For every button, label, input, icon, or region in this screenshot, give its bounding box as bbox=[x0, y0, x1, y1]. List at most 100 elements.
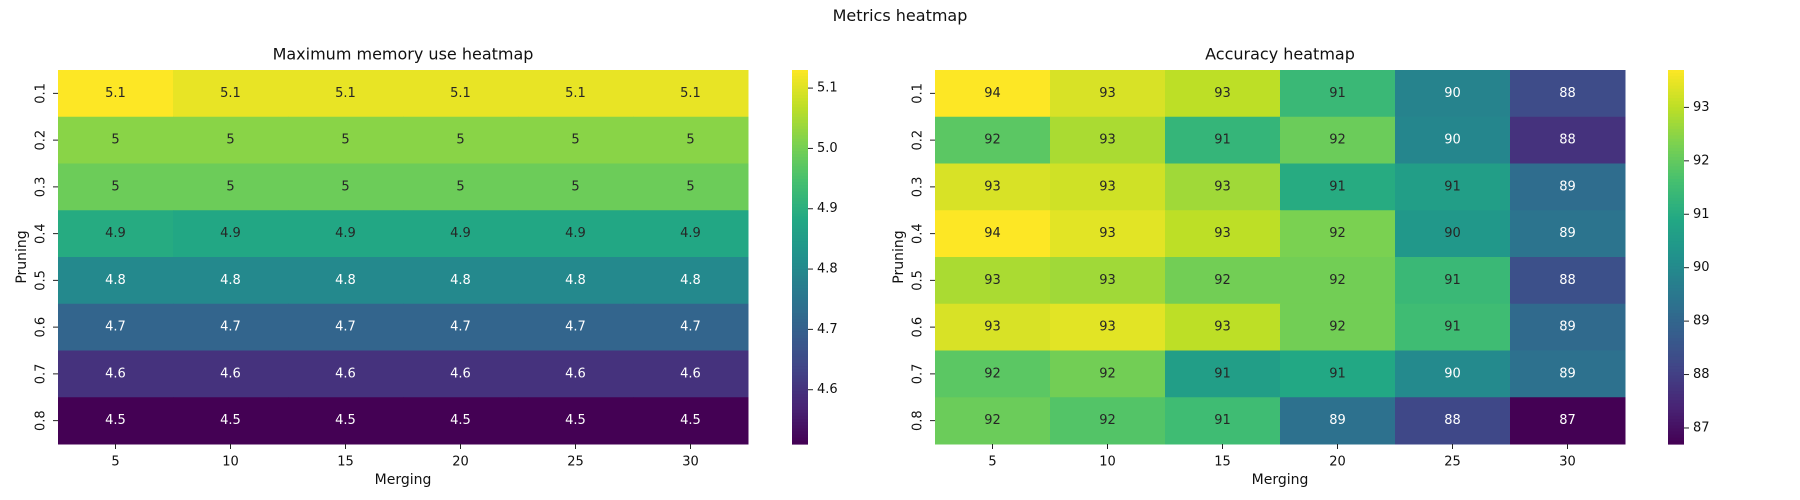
colorbar-segment bbox=[1668, 281, 1684, 286]
colorbar-segment bbox=[792, 104, 808, 108]
colorbar-segment bbox=[792, 400, 808, 405]
colorbar-segment bbox=[1668, 291, 1684, 295]
cell-label: 5.1 bbox=[220, 86, 241, 101]
heatmap-cell bbox=[1050, 303, 1166, 351]
colorbar-segment bbox=[792, 397, 808, 401]
colorbar-segment bbox=[1668, 285, 1684, 289]
colorbar-segment bbox=[1668, 359, 1684, 364]
x-tick-label: 5 bbox=[111, 455, 119, 470]
colorbar-segment bbox=[792, 200, 808, 205]
heatmap-cell bbox=[518, 163, 634, 211]
heatmap-cell bbox=[173, 257, 289, 305]
colorbar-segment bbox=[1668, 406, 1684, 411]
colorbar-tick-label: 4.7 bbox=[817, 322, 838, 337]
cell-label: 4.6 bbox=[335, 366, 356, 381]
colorbar-segment bbox=[792, 387, 808, 392]
heatmap-cell bbox=[288, 350, 404, 398]
colorbar-segment bbox=[1668, 144, 1684, 149]
colorbar-segment bbox=[792, 70, 808, 74]
colorbar-segment bbox=[1668, 228, 1684, 233]
heatmap-cell bbox=[1395, 257, 1511, 305]
colorbar-segment bbox=[1668, 197, 1684, 202]
colorbar-segment bbox=[1668, 141, 1684, 146]
cell-label: 4.7 bbox=[335, 320, 356, 335]
colorbar-segment bbox=[1668, 319, 1684, 324]
colorbar-segment bbox=[792, 163, 808, 168]
colorbar-segment bbox=[792, 431, 808, 436]
cell-label: 4.8 bbox=[220, 273, 241, 288]
colorbar-segment bbox=[792, 147, 808, 152]
cell-label: 5 bbox=[341, 133, 349, 148]
cell-label: 4.7 bbox=[450, 320, 471, 335]
y-tick-label: 0.6 bbox=[34, 317, 49, 338]
cell-label: 5 bbox=[456, 179, 464, 194]
heatmap-cell bbox=[403, 257, 519, 305]
cell-label: 4.6 bbox=[450, 366, 471, 381]
colorbar-segment bbox=[792, 338, 808, 342]
colorbar-segment bbox=[1668, 313, 1684, 317]
cell-label: 4.7 bbox=[105, 320, 126, 335]
colorbar-segment bbox=[1668, 216, 1684, 221]
colorbar-segment bbox=[792, 316, 808, 320]
y-tick-label: 0.8 bbox=[911, 410, 926, 431]
heatmap-cell bbox=[633, 163, 749, 211]
colorbar-segment bbox=[792, 76, 808, 80]
colorbar-segment bbox=[1668, 440, 1684, 445]
cell-label: 93 bbox=[1099, 273, 1116, 288]
colorbar-segment bbox=[1668, 135, 1684, 140]
colorbar-segment bbox=[792, 82, 808, 87]
colorbar-segment bbox=[1668, 154, 1684, 158]
colorbar-segment bbox=[1668, 182, 1684, 186]
y-tick-label: 0.2 bbox=[34, 130, 49, 151]
heatmap-cell bbox=[1280, 303, 1396, 351]
colorbar-segment bbox=[1668, 275, 1684, 280]
heatmap-cell bbox=[173, 303, 289, 351]
cell-label: 5.1 bbox=[335, 86, 356, 101]
colorbar-segment bbox=[1668, 437, 1684, 442]
colorbar-segment bbox=[792, 406, 808, 411]
colorbar-segment bbox=[1668, 334, 1684, 339]
cell-label: 93 bbox=[1099, 226, 1116, 241]
cell-label: 93 bbox=[1099, 86, 1116, 101]
heatmap-cell bbox=[288, 70, 404, 118]
heatmap-cell bbox=[403, 116, 519, 164]
colorbar-segment bbox=[792, 119, 808, 124]
colorbar-segment bbox=[792, 359, 808, 364]
cell-label: 5 bbox=[686, 133, 694, 148]
cell-label: 4.5 bbox=[565, 413, 586, 428]
heatmap-cell bbox=[288, 163, 404, 211]
colorbar-segment bbox=[1668, 244, 1684, 249]
colorbar-segment bbox=[792, 281, 808, 286]
colorbar-segment bbox=[792, 272, 808, 277]
cell-label: 87 bbox=[1559, 413, 1576, 428]
cell-label: 92 bbox=[1329, 133, 1346, 148]
colorbar-tick-label: 87 bbox=[1693, 420, 1710, 435]
heatmap-cell bbox=[633, 350, 749, 398]
colorbar-tick-label: 4.9 bbox=[817, 201, 838, 216]
cell-label: 5 bbox=[111, 179, 119, 194]
colorbar-segment bbox=[1668, 88, 1684, 93]
x-tick-label: 25 bbox=[1444, 455, 1461, 470]
colorbar-segment bbox=[1668, 157, 1684, 161]
colorbar-segment bbox=[1668, 434, 1684, 439]
heatmap-cell bbox=[1165, 257, 1281, 305]
colorbar-segment bbox=[1668, 194, 1684, 199]
colorbar-segment bbox=[1668, 362, 1684, 367]
colorbar-segment bbox=[1668, 91, 1684, 96]
cell-label: 4.9 bbox=[335, 226, 356, 241]
colorbar-segment bbox=[1668, 116, 1684, 121]
colorbar-segment bbox=[792, 362, 808, 367]
y-tick-label: 0.4 bbox=[911, 223, 926, 244]
colorbar-segment bbox=[1668, 210, 1684, 214]
x-tick-label: 10 bbox=[222, 455, 239, 470]
cell-label: 94 bbox=[984, 86, 1001, 101]
colorbar-segment bbox=[1668, 247, 1684, 252]
heatmap-cell bbox=[935, 210, 1051, 258]
colorbar-segment bbox=[792, 113, 808, 118]
y-tick-label: 0.4 bbox=[34, 223, 49, 244]
heatmap-cell bbox=[935, 397, 1051, 445]
colorbar-segment bbox=[1668, 126, 1684, 130]
colorbar-segment bbox=[1668, 325, 1684, 330]
colorbar-segment bbox=[792, 169, 808, 174]
